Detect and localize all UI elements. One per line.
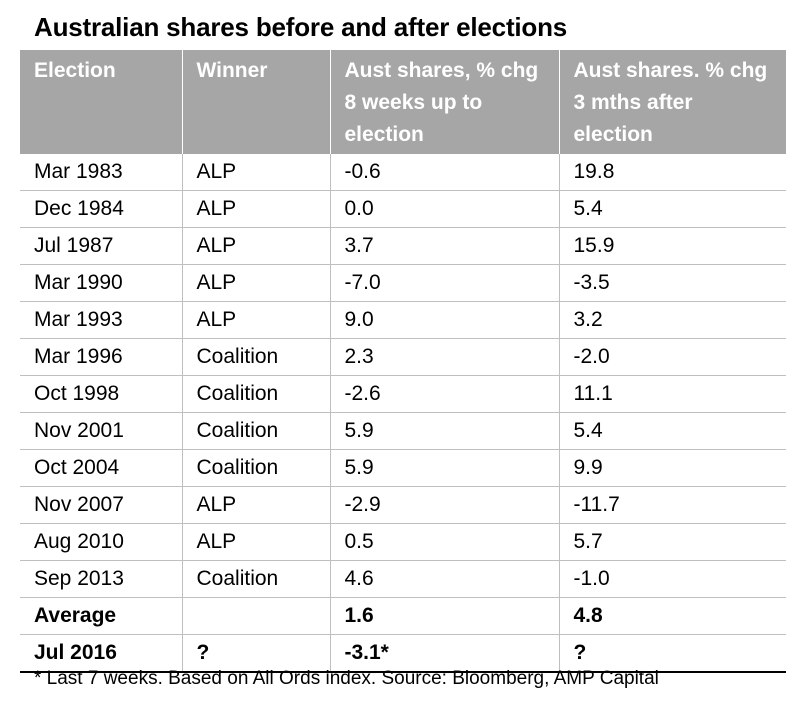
- chg-after-cell: -11.7: [558, 486, 786, 524]
- elections-table: Election Winner Aust shares, % chg 8 wee…: [20, 50, 786, 673]
- chg-before-cell: -2.9: [329, 486, 559, 524]
- winner-cell: ALP: [181, 190, 330, 228]
- table-row: Mar 1983 ALP -0.6 19.8: [20, 154, 786, 191]
- chg-before-cell: -0.6: [329, 154, 559, 191]
- winner-cell: ALP: [181, 154, 330, 191]
- header-chg-after: Aust shares. % chg 3 mths after election: [558, 50, 786, 154]
- election-cell: Oct 2004: [20, 449, 182, 487]
- table-row: Dec 1984 ALP 0.0 5.4: [20, 190, 786, 228]
- election-cell: Nov 2001: [20, 412, 182, 450]
- chg-after-cell: 5.7: [558, 523, 786, 561]
- header-chg-before: Aust shares, % chg 8 weeks up to electio…: [329, 50, 559, 154]
- winner-cell: ALP: [181, 301, 330, 339]
- winner-cell: Coalition: [181, 412, 330, 450]
- winner-cell: Coalition: [181, 338, 330, 376]
- chg-after-cell: 5.4: [558, 412, 786, 450]
- chg-after-cell: -1.0: [558, 560, 786, 598]
- election-cell: Jul 1987: [20, 227, 182, 265]
- winner-cell: [181, 597, 330, 635]
- table-row: Nov 2007 ALP -2.9 -11.7: [20, 486, 786, 524]
- chg-before-cell: 5.9: [329, 412, 559, 450]
- table-row: Nov 2001 Coalition 5.9 5.4: [20, 412, 786, 450]
- chg-before-cell: 3.7: [329, 227, 559, 265]
- current-election-row: Jul 2016? -3.1*?: [20, 634, 786, 673]
- chg-before-cell: 0.5: [329, 523, 559, 561]
- election-cell: Average: [20, 597, 182, 635]
- table-title: Australian shares before and after elect…: [34, 12, 568, 42]
- chg-before-cell: 2.3: [329, 338, 559, 376]
- election-cell: Sep 2013: [20, 560, 182, 598]
- chg-after-cell: 11.1: [558, 375, 786, 413]
- table-row: Mar 1993 ALP 9.0 3.2: [20, 301, 786, 339]
- chg-after-cell: 9.9: [558, 449, 786, 487]
- chg-before-cell: -2.6: [329, 375, 559, 413]
- table-row: Jul 1987 ALP 3.7 15.9: [20, 227, 786, 265]
- header-election: Election: [20, 50, 182, 154]
- winner-cell: Coalition: [181, 449, 330, 487]
- election-cell: Mar 1983: [20, 154, 182, 191]
- footnote: * Last 7 weeks. Based on All Ords index.…: [34, 668, 659, 689]
- chg-after-cell: ?: [558, 634, 786, 673]
- election-cell: Dec 1984: [20, 190, 182, 228]
- chg-after-cell: -2.0: [558, 338, 786, 376]
- table-row: Mar 1996 Coalition 2.3 -2.0: [20, 338, 786, 376]
- chg-after-cell: 3.2: [558, 301, 786, 339]
- chg-before-cell: 4.6: [329, 560, 559, 598]
- table-row: Mar 1990 ALP -7.0 -3.5: [20, 264, 786, 302]
- table-row: Sep 2013 Coalition 4.6 -1.0: [20, 560, 786, 598]
- table-row: Aug 2010 ALP 0.5 5.7: [20, 523, 786, 561]
- chg-before-cell: 1.6: [329, 597, 559, 635]
- election-cell: Mar 1996: [20, 338, 182, 376]
- chg-before-cell: 9.0: [329, 301, 559, 339]
- header-winner: Winner: [181, 50, 330, 154]
- election-cell: Oct 1998: [20, 375, 182, 413]
- chg-before-cell: -3.1*: [329, 634, 559, 673]
- election-cell: Aug 2010: [20, 523, 182, 561]
- winner-cell: ALP: [181, 264, 330, 302]
- winner-cell: ?: [181, 634, 330, 673]
- header-row: Election Winner Aust shares, % chg 8 wee…: [20, 50, 786, 154]
- winner-cell: ALP: [181, 523, 330, 561]
- winner-cell: ALP: [181, 486, 330, 524]
- chg-after-cell: 15.9: [558, 227, 786, 265]
- table-row: Oct 2004 Coalition 5.9 9.9: [20, 449, 786, 487]
- election-cell: Mar 1993: [20, 301, 182, 339]
- chg-after-cell: 4.8: [558, 597, 786, 635]
- winner-cell: ALP: [181, 227, 330, 265]
- chg-before-cell: 5.9: [329, 449, 559, 487]
- chg-before-cell: -7.0: [329, 264, 559, 302]
- election-cell: Jul 2016: [20, 634, 182, 673]
- chg-before-cell: 0.0: [329, 190, 559, 228]
- election-cell: Nov 2007: [20, 486, 182, 524]
- chg-after-cell: -3.5: [558, 264, 786, 302]
- chg-after-cell: 19.8: [558, 154, 786, 191]
- winner-cell: Coalition: [181, 560, 330, 598]
- election-cell: Mar 1990: [20, 264, 182, 302]
- chg-after-cell: 5.4: [558, 190, 786, 228]
- winner-cell: Coalition: [181, 375, 330, 413]
- average-row: Average 1.6 4.8: [20, 597, 786, 635]
- table-row: Oct 1998 Coalition -2.6 11.1: [20, 375, 786, 413]
